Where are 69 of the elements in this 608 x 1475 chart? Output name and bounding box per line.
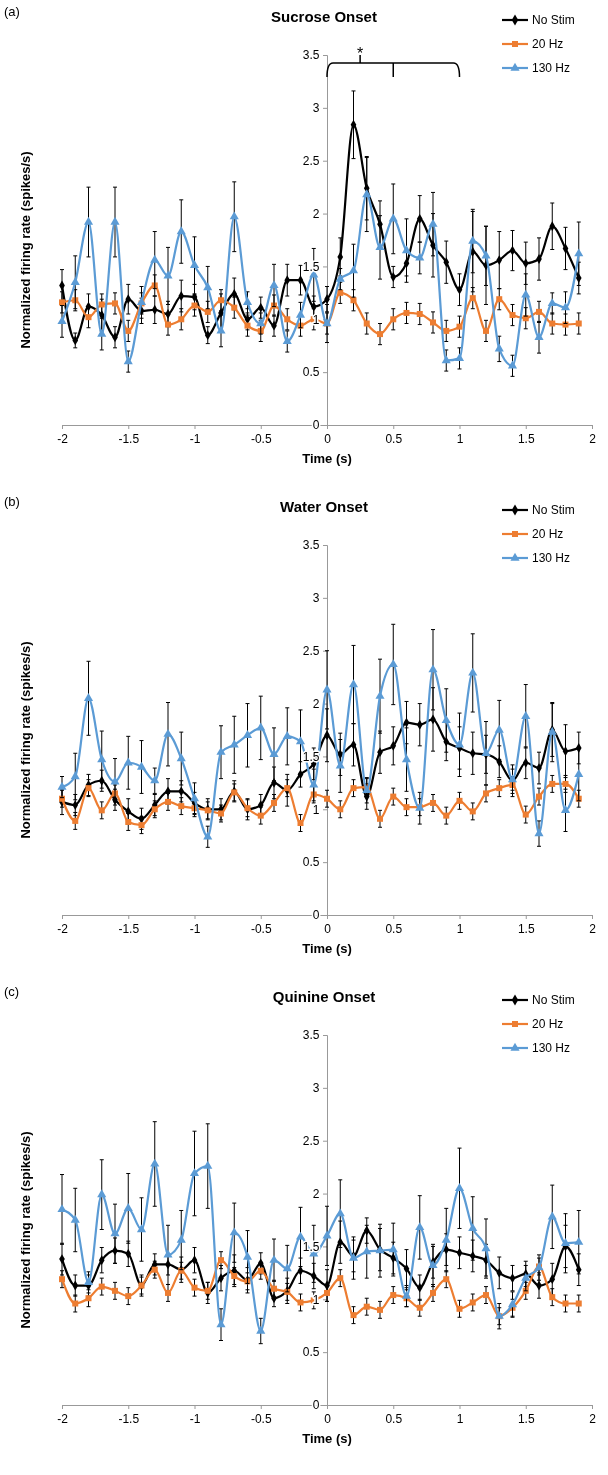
- y-tick-label: 0: [312, 1398, 320, 1413]
- x-tick-label: 2: [589, 431, 597, 446]
- x-tick-label: -1.5: [118, 1411, 140, 1426]
- x-axis-title: Time (s): [302, 1431, 352, 1446]
- text: (c): [4, 984, 20, 999]
- legend-label: 20 Hz: [532, 37, 564, 51]
- x-tick-label: 1.5: [517, 431, 535, 446]
- y-tick-label: 2.5: [302, 644, 320, 659]
- x-axis-title: Time (s): [302, 941, 352, 956]
- legend-label: 130 Hz: [532, 61, 571, 75]
- chart-title: Sucrose Onset: [271, 8, 377, 25]
- text: (b): [4, 494, 20, 509]
- legend-label: 130 Hz: [532, 1041, 571, 1055]
- legend-label: No Stim: [532, 503, 575, 517]
- x-tick-label: -2: [57, 1411, 69, 1426]
- x-tick-label: 1: [456, 431, 464, 446]
- x-tick-label: -1: [189, 921, 201, 936]
- x-tick-label: 1: [456, 1411, 464, 1426]
- y-tick-label: 0: [312, 908, 320, 923]
- x-tick-label: 0.5: [385, 1411, 403, 1426]
- x-tick-label: 2: [589, 921, 597, 936]
- x-tick-label: -0.5: [250, 1411, 272, 1426]
- annotation: *: [357, 45, 364, 62]
- x-tick-label: -1.5: [118, 921, 140, 936]
- x-tick-label: -0.5: [250, 431, 272, 446]
- y-tick-label: 2.5: [302, 154, 320, 169]
- y-axis-title: Normalized firing rate (spikes/s): [18, 641, 33, 839]
- x-tick-label: -0.5: [250, 921, 272, 936]
- y-tick-label: 1: [312, 802, 320, 817]
- x-tick-label: 0: [324, 1411, 332, 1426]
- legend-label: 20 Hz: [532, 1017, 564, 1031]
- y-tick-label: 3: [312, 591, 320, 606]
- x-tick-label: -2: [57, 921, 69, 936]
- y-tick-label: 1: [312, 1292, 320, 1307]
- x-tick-label: 0: [324, 921, 332, 936]
- y-tick-label: 3.5: [302, 48, 320, 63]
- y-axis-title: Normalized firing rate (spikes/s): [18, 1131, 33, 1329]
- y-axis-title: Normalized firing rate (spikes/s): [18, 151, 33, 349]
- legend-label: No Stim: [532, 13, 575, 27]
- legend-label: 20 Hz: [532, 527, 564, 541]
- y-tick-label: 3: [312, 1081, 320, 1096]
- legend-label: 130 Hz: [532, 551, 571, 565]
- x-tick-label: 1.5: [517, 1411, 535, 1426]
- y-tick-label: 0: [312, 418, 320, 433]
- x-axis-title: Time (s): [302, 451, 352, 466]
- x-tick-label: -1: [189, 1411, 201, 1426]
- y-tick-label: 3.5: [302, 538, 320, 553]
- y-tick-label: 0.5: [302, 365, 320, 380]
- x-tick-label: 1.5: [517, 921, 535, 936]
- y-tick-label: 2: [312, 206, 320, 221]
- x-tick-label: 0.5: [385, 431, 403, 446]
- y-tick-label: 2.5: [302, 1134, 320, 1149]
- x-tick-label: 1: [456, 921, 464, 936]
- y-tick-label: 2: [312, 1186, 320, 1201]
- y-tick-label: 2: [312, 696, 320, 711]
- chart-title: Quinine Onset: [272, 988, 376, 1005]
- x-tick-label: 0: [324, 431, 332, 446]
- y-tick-label: 0.5: [302, 1345, 320, 1360]
- x-tick-label: -1.5: [118, 431, 140, 446]
- x-tick-label: 0.5: [385, 921, 403, 936]
- chart-title: Water Onset: [280, 498, 368, 515]
- y-tick-label: 0.5: [302, 855, 320, 870]
- legend-label: No Stim: [532, 993, 575, 1007]
- y-tick-label: 3.5: [302, 1028, 320, 1043]
- text: (a): [4, 4, 20, 19]
- x-tick-label: 2: [589, 1411, 597, 1426]
- x-tick-label: -1: [189, 431, 201, 446]
- x-tick-label: -2: [57, 431, 69, 446]
- y-tick-label: 3: [312, 101, 320, 116]
